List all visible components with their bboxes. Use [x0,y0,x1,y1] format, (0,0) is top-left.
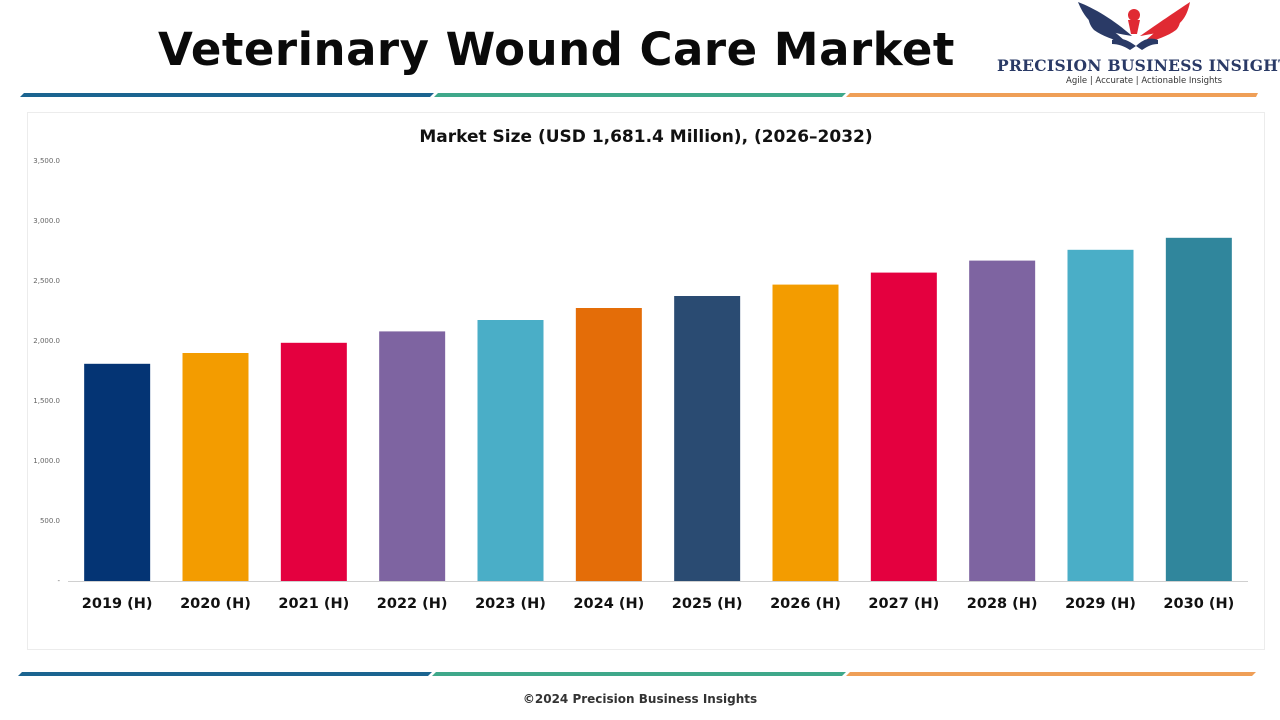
footer-divider [18,672,1256,676]
x-tick-label: 2025 (H) [672,596,743,612]
divider-segment-green [432,672,846,676]
bar [477,320,544,581]
y-tick-label: 2,500.0 [33,277,60,285]
x-tick-label: 2024 (H) [573,596,644,612]
x-tick-label: 2022 (H) [377,596,448,612]
divider-segment-green [434,93,846,97]
y-tick-label: 2,000.0 [33,337,60,345]
bar [674,296,741,581]
y-tick-label: - [57,577,60,585]
x-tick-label: 2023 (H) [475,596,546,612]
bar [182,353,249,581]
logo-name: PRECISION BUSINESS INSIGHTS [997,56,1280,75]
bar [870,272,937,581]
divider-segment-orange [846,672,1256,676]
bar [772,284,839,581]
bar-chart: Market Size (USD 1,681.4 Million), (2026… [33,127,1248,612]
y-tick-label: 500.0 [40,517,60,525]
page-title: Veterinary Wound Care Market [158,23,955,76]
divider-segment-blue [20,93,434,97]
bar [575,308,642,581]
x-tick-label: 2020 (H) [180,596,251,612]
y-tick-label: 1,000.0 [33,457,60,465]
x-tick-label: 2026 (H) [770,596,841,612]
y-tick-label: 3,500.0 [33,157,60,165]
y-tick-label: 3,000.0 [33,217,60,225]
chart-title: Market Size (USD 1,681.4 Million), (2026… [419,127,872,147]
bar [1165,237,1232,582]
y-tick-label: 1,500.0 [33,397,60,405]
chart-panel: Market Size (USD 1,681.4 Million), (2026… [27,112,1265,650]
bar [379,331,446,581]
eagle-logo-icon [1078,2,1190,50]
logo-tagline: Agile | Accurate | Actionable Insights [1066,76,1223,86]
bar [969,260,1036,581]
divider-segment-blue [18,672,432,676]
header-divider [20,93,1258,97]
x-tick-label: 2027 (H) [868,596,939,612]
bar [1067,249,1134,582]
bar [84,363,151,581]
divider-segment-orange [846,93,1258,97]
x-tick-label: 2029 (H) [1065,596,1136,612]
x-tick-label: 2028 (H) [967,596,1038,612]
x-tick-label: 2030 (H) [1163,596,1234,612]
x-tick-label: 2021 (H) [278,596,349,612]
footer-copyright: ©2024 Precision Business Insights [522,692,758,706]
x-tick-label: 2019 (H) [82,596,153,612]
bar [280,342,347,581]
